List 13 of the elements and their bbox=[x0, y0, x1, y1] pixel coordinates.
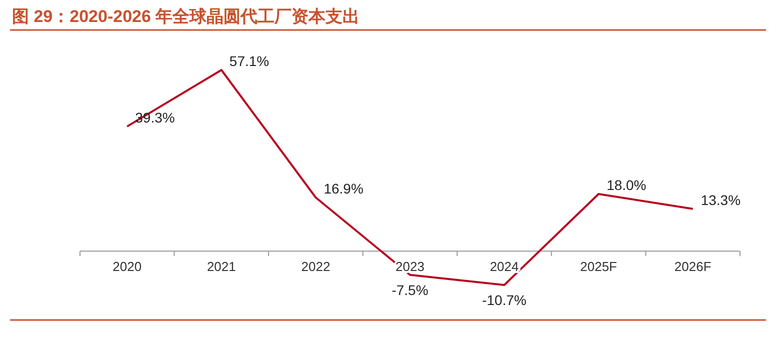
data-label: 13.3% bbox=[700, 192, 741, 208]
data-label: 16.9% bbox=[324, 180, 364, 196]
data-label: 57.1% bbox=[229, 53, 270, 69]
x-tick-label: 2025F bbox=[580, 259, 618, 274]
chart-title: 图 29：2020-2026 年全球晶圆代工厂资本支出 bbox=[12, 7, 360, 26]
x-tick-label: 2020 bbox=[112, 259, 142, 274]
data-label: -10.7% bbox=[482, 292, 526, 308]
x-tick-label: 2024 bbox=[490, 259, 519, 274]
data-label: 18.0% bbox=[606, 176, 646, 193]
x-tick-label: 2026F bbox=[674, 259, 712, 274]
x-tick-label: 2021 bbox=[206, 259, 236, 274]
x-tick-label: 2022 bbox=[301, 259, 330, 274]
data-label: -7.5% bbox=[392, 282, 428, 298]
